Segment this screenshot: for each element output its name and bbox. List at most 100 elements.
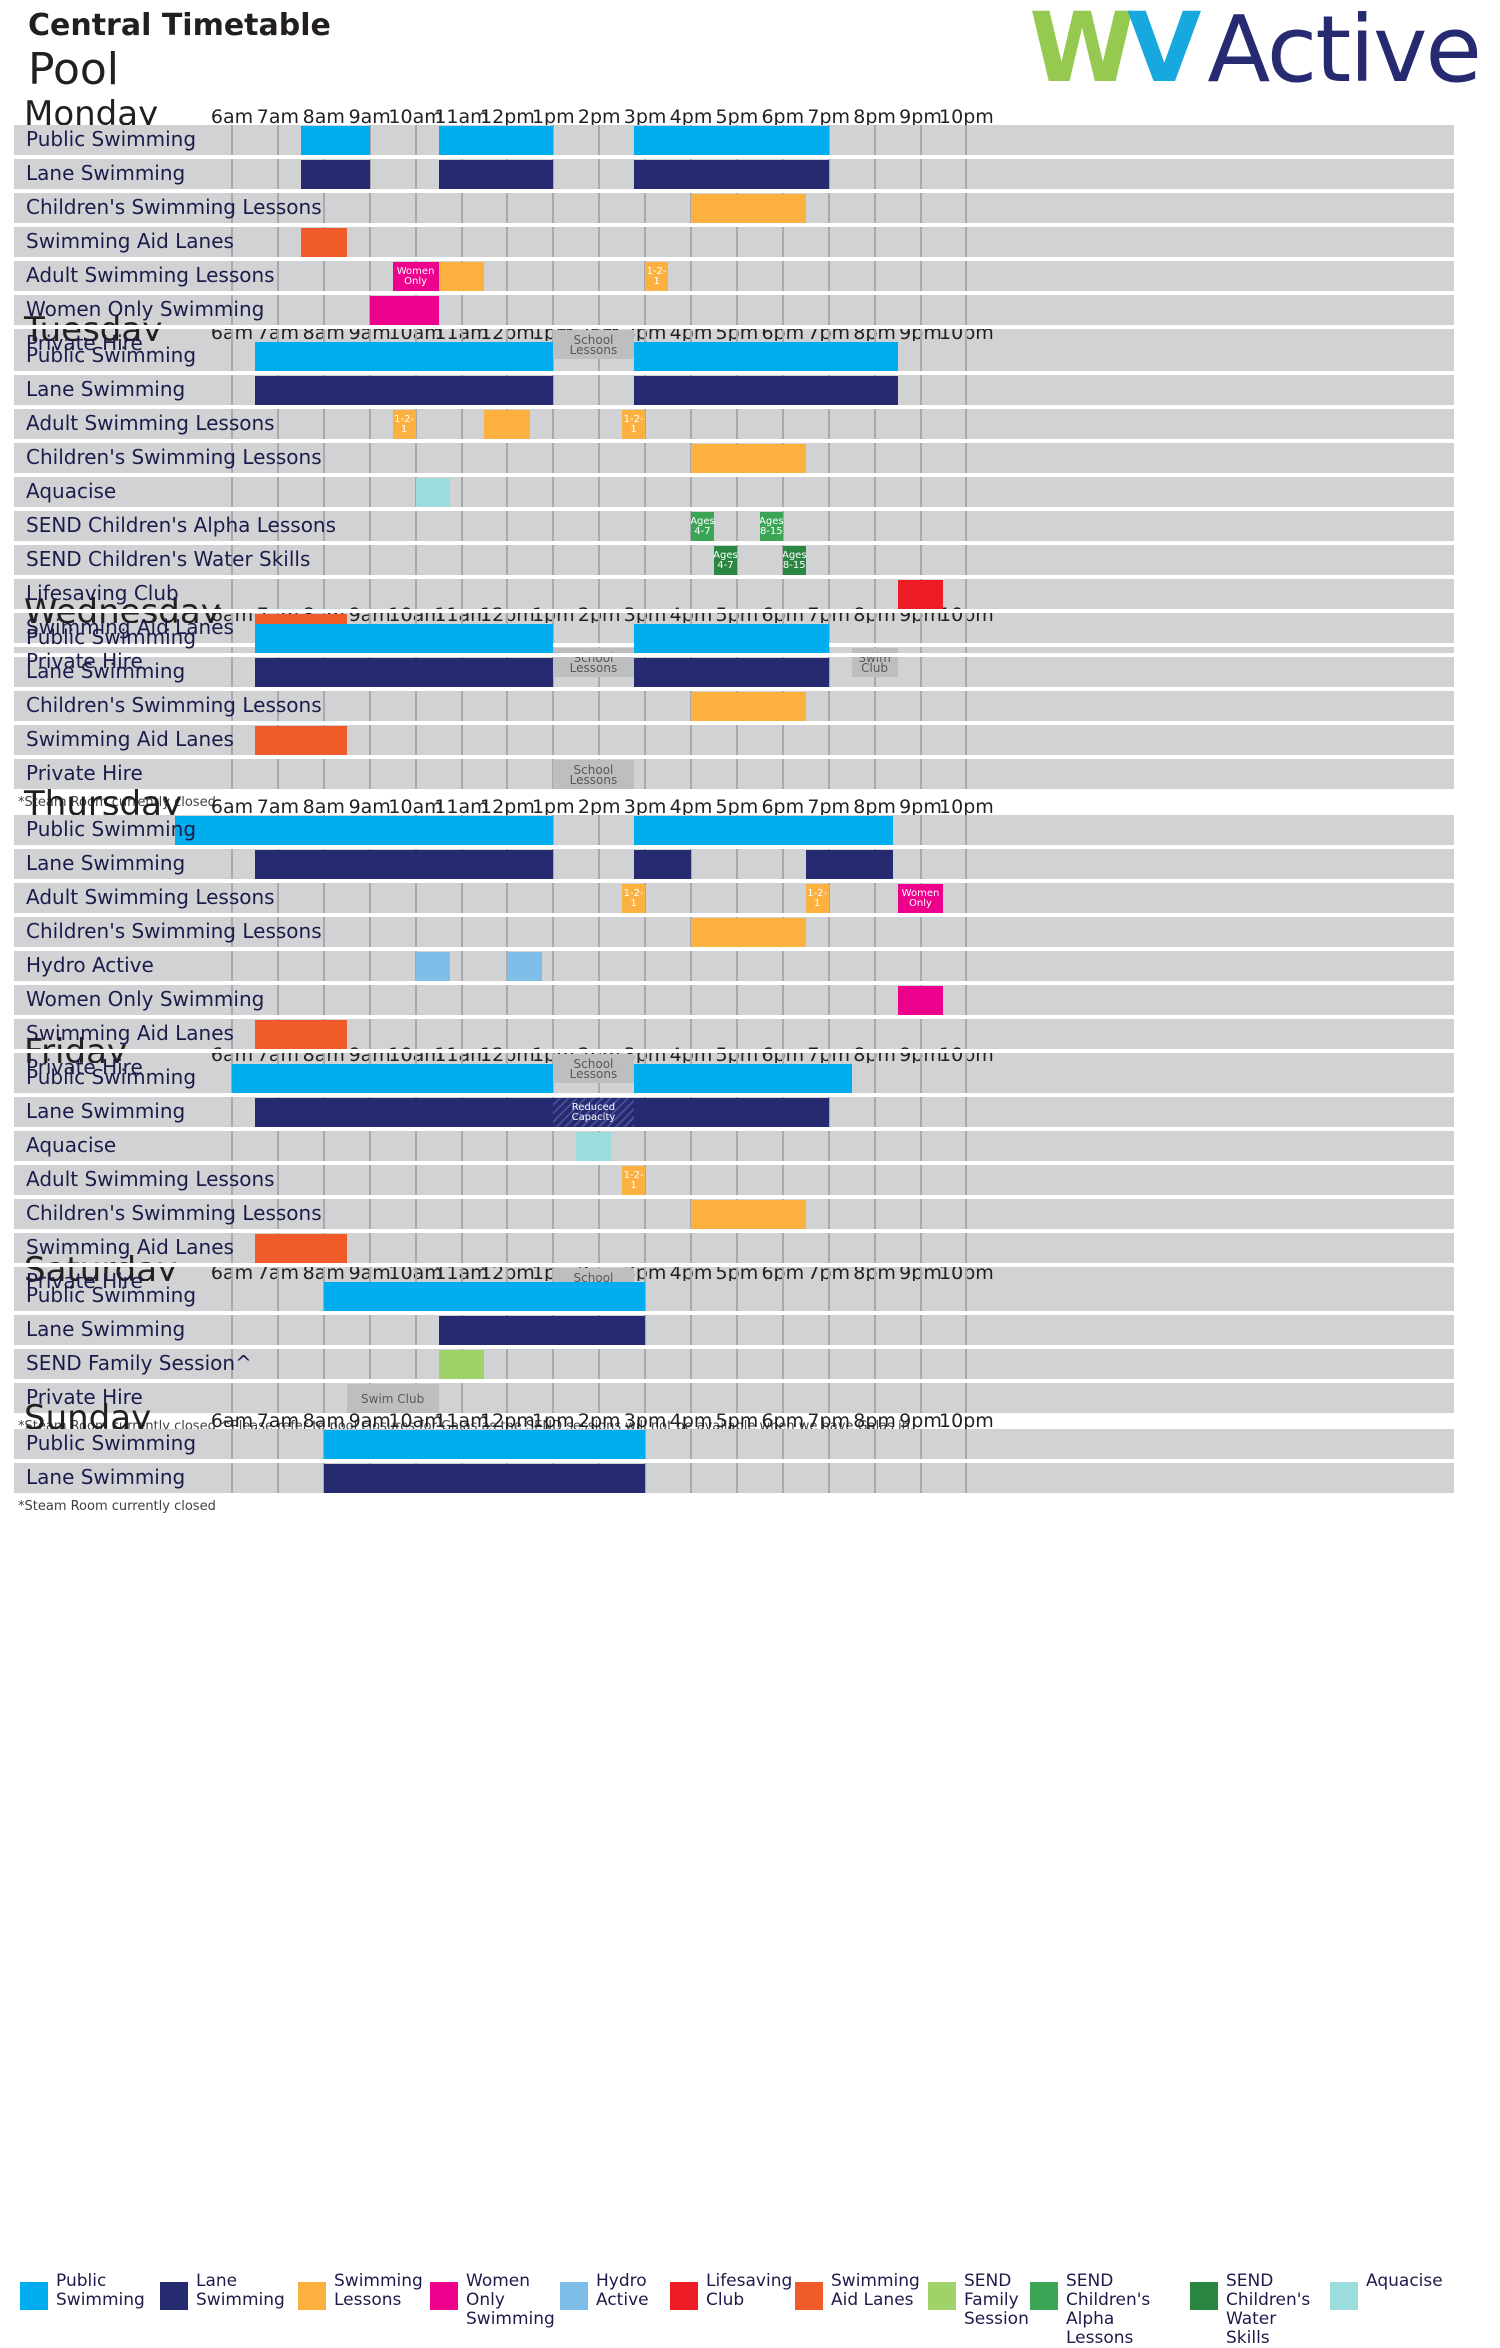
hour-label: 6am <box>210 796 254 818</box>
hour-label: 8pm <box>853 106 896 128</box>
row-label: Children's Swimming Lessons <box>26 445 322 469</box>
row-separator <box>14 1093 1454 1097</box>
legend-swatch <box>1190 2282 1218 2310</box>
row-label: Lane Swimming <box>26 1465 186 1489</box>
hour-label: 6am <box>210 106 254 128</box>
schedule-row: Adult Swimming Lessons <box>14 1165 1454 1195</box>
schedule-row: Swimming Aid Lanes <box>14 725 1454 755</box>
row-separator <box>14 1195 1454 1199</box>
hour-label: 1pm <box>531 1410 575 1432</box>
hour-gridline <box>735 125 738 359</box>
hour-gridline <box>552 623 555 789</box>
session-block-lane <box>633 658 829 687</box>
row-separator <box>14 845 1454 849</box>
row-label: Private Hire <box>26 1385 143 1409</box>
hour-label: 10am <box>388 1410 443 1432</box>
schedule-row: Aquacise <box>14 477 1454 507</box>
hour-label: 1pm <box>531 106 575 128</box>
hour-label: 8am <box>302 796 345 818</box>
session-block-aquacise <box>576 1132 611 1161</box>
legend-label: Lane Swimming <box>196 2271 285 2310</box>
hour-label: 9pm <box>899 106 942 128</box>
row-label: Swimming Aid Lanes <box>26 1021 234 1045</box>
session-block-lane <box>323 1464 646 1493</box>
logo-letter-v: V <box>1127 0 1201 104</box>
session-block-public <box>254 342 554 371</box>
session-block-public <box>633 342 898 371</box>
schedule-row: Women Only Swimming <box>14 985 1454 1015</box>
session-block-lane <box>633 160 829 189</box>
session-block-lessons <box>484 410 531 439</box>
row-separator <box>14 325 1454 329</box>
row-label: Lane Swimming <box>26 1099 186 1123</box>
session-block-public <box>438 126 554 155</box>
hour-gridline <box>827 1063 830 1297</box>
session-block-water: Ages 4-7 <box>713 546 737 575</box>
hour-label: 9pm <box>899 1410 942 1432</box>
hour-label: 5pm <box>715 106 759 128</box>
page-title: Central Timetable <box>28 8 331 43</box>
session-block-public <box>323 1282 646 1311</box>
row-label: Hydro Active <box>26 953 154 977</box>
logo-letter-w: W <box>1029 0 1135 104</box>
hour-gridline <box>276 623 279 789</box>
hour-label: 4pm <box>669 106 713 128</box>
schedule-row: Adult Swimming Lessons <box>14 261 1454 291</box>
session-block-aid <box>254 1234 347 1263</box>
hour-gridline <box>644 623 647 789</box>
hour-gridline <box>781 1063 784 1297</box>
row-label: Private Hire <box>26 761 143 785</box>
hour-gridline <box>506 623 509 789</box>
legend-swatch <box>1030 2282 1058 2310</box>
hour-label: 1pm <box>531 796 575 818</box>
row-label: Lane Swimming <box>26 851 186 875</box>
row-label: Lifesaving Club <box>26 581 179 605</box>
row-separator <box>14 291 1454 295</box>
row-label: Adult Swimming Lessons <box>26 411 275 435</box>
hour-gridline <box>414 125 417 359</box>
row-label: Public Swimming <box>26 127 197 151</box>
legend-swatch <box>430 2282 458 2310</box>
hour-label: 9am <box>348 106 391 128</box>
hour-gridline <box>368 1063 371 1297</box>
hour-label: 2pm <box>577 106 621 128</box>
row-separator <box>14 1049 1454 1053</box>
row-separator <box>14 1161 1454 1165</box>
hour-label: 10pm <box>939 796 994 818</box>
session-block-lessons: 1-2-1 <box>622 410 646 439</box>
hour-gridline <box>231 623 233 789</box>
schedule-row: Women Only Swimming <box>14 295 1454 325</box>
session-block-public <box>300 126 370 155</box>
schedule-row: Public Swimming <box>14 1281 1454 1311</box>
hour-gridline <box>735 1063 738 1297</box>
hour-label: 4pm <box>669 796 713 818</box>
hour-label: 11am <box>434 106 489 128</box>
hour-gridline <box>414 623 417 789</box>
row-label: Public Swimming <box>26 1065 197 1089</box>
hour-gridline <box>322 623 325 789</box>
row-separator <box>14 1127 1454 1131</box>
session-block-grey: Swim Club <box>346 1384 439 1413</box>
row-label: Lane Swimming <box>26 377 186 401</box>
hour-gridline <box>873 623 876 789</box>
row-label: Children's Swimming Lessons <box>26 693 322 717</box>
row-separator <box>14 1311 1454 1315</box>
legend-label: Aquacise <box>1366 2271 1443 2291</box>
hour-gridline <box>460 1063 463 1297</box>
session-block-lessons: 1-2-1 <box>622 884 646 913</box>
wv-active-logo: WV Active <box>1029 0 1482 96</box>
schedule-row: Swimming Aid Lanes <box>14 227 1454 257</box>
legend-swatch <box>795 2282 823 2310</box>
row-separator <box>14 189 1454 193</box>
legend-swatch <box>20 2282 48 2310</box>
hour-gridline <box>965 125 968 359</box>
session-block-lessons <box>691 692 806 721</box>
hour-gridline <box>919 1063 922 1297</box>
hour-label: 2pm <box>577 796 621 818</box>
legend-label: Lifesaving Club <box>706 2271 793 2310</box>
session-block-lessons: 1-2-1 <box>622 1166 646 1195</box>
schedule-row: Private Hire <box>14 759 1454 789</box>
session-block-lane <box>254 850 554 879</box>
schedule-row: Adult Swimming Lessons <box>14 409 1454 439</box>
page-subtitle: Pool <box>28 44 120 95</box>
